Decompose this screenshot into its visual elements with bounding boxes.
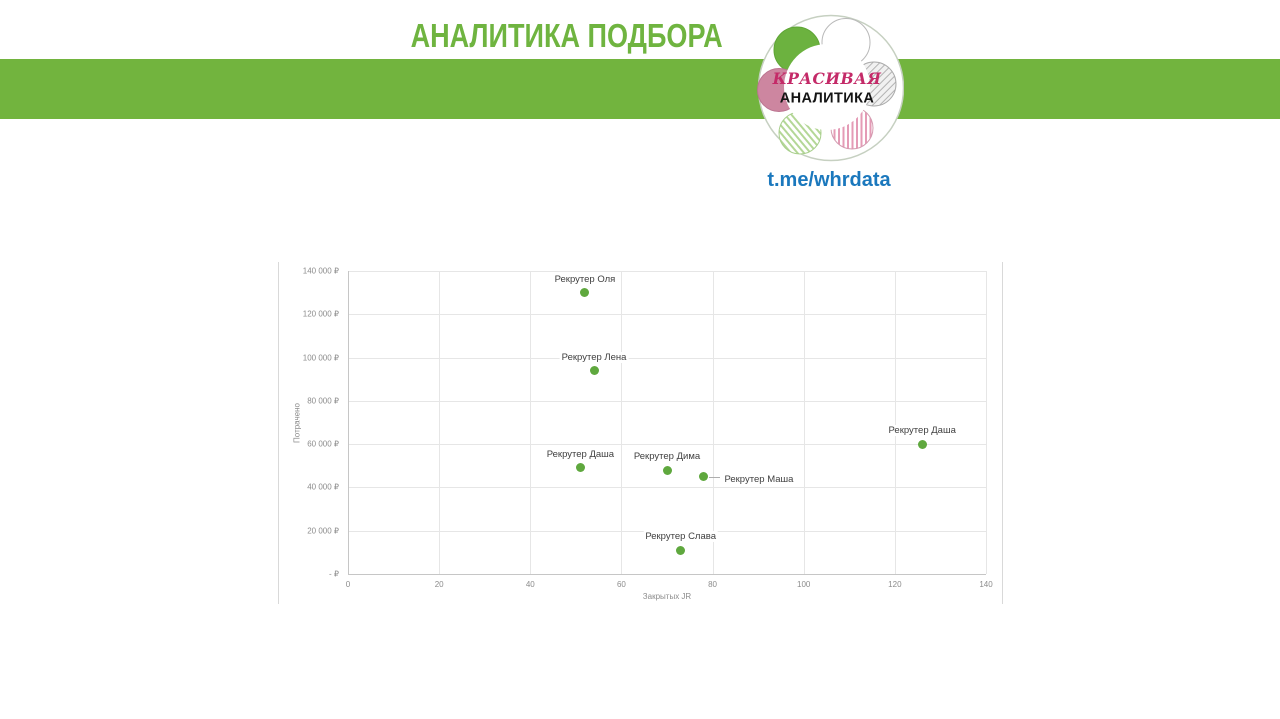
- gridline-horizontal: [348, 400, 986, 402]
- x-tick-label: 20: [434, 580, 444, 589]
- x-tick-label: 40: [525, 580, 535, 589]
- data-point-label: Рекрутер Даша: [886, 425, 958, 437]
- logo-text-top: КРАСИВАЯ: [772, 69, 883, 88]
- gridline-horizontal: [348, 271, 986, 272]
- data-point: [917, 439, 927, 449]
- flower-logo-icon: КРАСИВАЯ АНАЛИТИКА: [757, 14, 904, 162]
- label-leader-line: [709, 476, 721, 478]
- y-tick-label: 140 000 ₽: [302, 266, 339, 276]
- y-tick-label: 100 000 ₽: [302, 353, 339, 363]
- gridline-vertical: [803, 271, 805, 574]
- gridline-horizontal: [348, 444, 986, 446]
- x-tick-label: 120: [888, 580, 902, 589]
- brand-logo: КРАСИВАЯ АНАЛИТИКА: [748, 10, 904, 166]
- gridline-horizontal: [348, 357, 986, 359]
- y-tick-label: - ₽: [329, 569, 339, 579]
- gridline-vertical: [439, 271, 441, 574]
- data-point: [698, 472, 708, 482]
- y-tick-label: 40 000 ₽: [307, 482, 339, 492]
- green-band: [0, 59, 1280, 119]
- data-point: [662, 465, 672, 475]
- data-point: [676, 545, 686, 555]
- data-point: [580, 288, 590, 298]
- logo-text-bottom: АНАЛИТИКА: [780, 91, 875, 107]
- gridline-vertical: [986, 271, 987, 574]
- y-axis-line: [348, 271, 349, 574]
- x-tick-label: 80: [708, 580, 718, 589]
- x-axis-line: [348, 574, 986, 575]
- y-tick-label: 20 000 ₽: [307, 526, 339, 536]
- x-tick-label: 100: [797, 580, 811, 589]
- data-point-label: Рекрутер Дима: [631, 451, 703, 463]
- x-tick-label: 0: [345, 580, 351, 589]
- gridline-horizontal: [348, 487, 986, 489]
- data-point-label: Рекрутер Лена: [559, 351, 629, 363]
- gridline-horizontal: [348, 314, 986, 316]
- x-axis-title: Закрытых JR: [642, 592, 692, 601]
- y-tick-label: 60 000 ₽: [307, 439, 339, 449]
- data-point-label: Рекрутер Слава: [643, 531, 718, 543]
- telegram-link[interactable]: t.me/whrdata: [767, 169, 891, 191]
- gridline-vertical: [621, 271, 623, 574]
- x-tick-label: 60: [616, 580, 626, 589]
- data-point: [575, 463, 585, 473]
- x-tick-label: 140: [979, 580, 993, 589]
- y-axis-title: Потрачено: [292, 402, 302, 443]
- data-point-label: Рекрутер Даша: [544, 448, 617, 460]
- gridline-vertical: [530, 271, 532, 574]
- scatter-chart: - ₽ 20 000 ₽ 40 000 ₽ 60 000 ₽ 80 000 ₽ 100 0…: [278, 262, 1003, 604]
- page-title: АНАЛИТИКА ПОДБОРА: [410, 17, 723, 54]
- data-point: [589, 366, 599, 376]
- data-point-label: Рекрутер Маша: [722, 473, 796, 485]
- gridline-vertical: [894, 271, 896, 574]
- gridline-vertical: [712, 271, 714, 574]
- y-tick-label: 80 000 ₽: [307, 396, 339, 406]
- y-tick-label: 120 000 ₽: [302, 309, 339, 319]
- logo-center-circle: [784, 44, 870, 130]
- data-point-label: Рекрутер Оля: [552, 273, 618, 285]
